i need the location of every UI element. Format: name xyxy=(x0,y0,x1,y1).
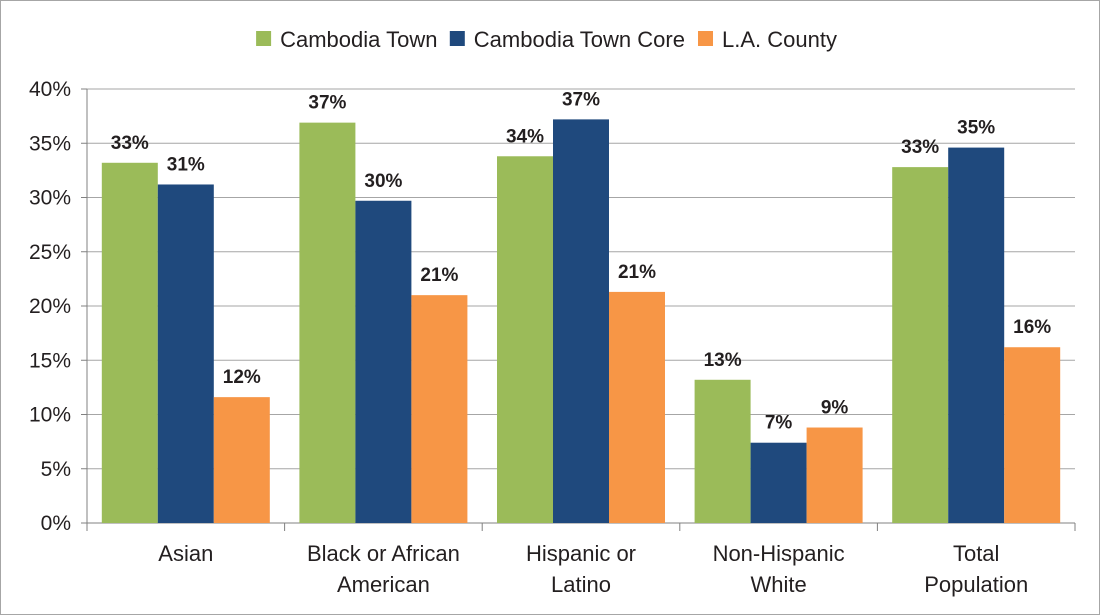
data-label: 7% xyxy=(765,413,793,434)
legend-label: Cambodia Town xyxy=(280,27,437,52)
bar xyxy=(355,200,412,523)
data-label: 34% xyxy=(506,126,544,147)
x-axis-category-label: Population xyxy=(924,572,1028,597)
y-axis-tick-label: 20% xyxy=(29,295,71,318)
bar xyxy=(694,379,751,523)
bar xyxy=(299,122,356,523)
bar xyxy=(101,162,158,523)
bar xyxy=(609,291,665,523)
data-label: 35% xyxy=(957,118,995,139)
data-label: 37% xyxy=(308,93,346,114)
x-axis-category-labels: Asian Black or African American Hispanic or… xyxy=(158,541,1028,597)
data-label: 31% xyxy=(167,154,205,175)
bar xyxy=(892,167,949,523)
legend-swatch xyxy=(256,31,272,46)
legend-label: L.A. County xyxy=(722,27,837,52)
bar xyxy=(213,397,270,523)
y-axis-tick-label: 0% xyxy=(41,512,71,535)
data-label: 33% xyxy=(901,137,939,158)
y-axis-tick-label: 15% xyxy=(29,349,71,372)
y-axis-tick-label: 25% xyxy=(29,241,71,264)
legend-swatch xyxy=(698,31,713,46)
x-axis-category-label: Hispanic or xyxy=(526,541,636,566)
x-axis-category-label: Latino xyxy=(551,572,611,597)
data-label: 30% xyxy=(364,171,402,192)
data-label: 21% xyxy=(420,265,458,286)
data-labels: 33% 31% 12% 37% 30% 21% 34% 37% 21% 13% 7% 9% 33% 35%… xyxy=(111,89,1052,433)
data-label: 33% xyxy=(111,133,149,154)
data-label: 12% xyxy=(223,367,261,388)
y-axis-tick-labels: 0% 5% 10% 15% 20% 25% 30% 35% 40% xyxy=(29,78,71,535)
x-axis-category-label: Black or African xyxy=(307,541,460,566)
data-label: 21% xyxy=(618,262,656,283)
bar xyxy=(1004,347,1061,523)
data-label: 37% xyxy=(562,89,600,110)
legend: Cambodia Town Cambodia Town Core L.A. Coun… xyxy=(256,27,837,52)
x-axis-category-label: White xyxy=(750,572,806,597)
x-axis-category-label: Total xyxy=(953,541,999,566)
legend-label: Cambodia Town Core xyxy=(474,27,685,52)
y-axis-tick-label: 30% xyxy=(29,187,71,210)
y-axis-tick-label: 5% xyxy=(41,458,71,481)
x-axis-category-label: Asian xyxy=(158,541,213,566)
bar xyxy=(497,156,553,523)
data-label: 9% xyxy=(821,398,849,419)
data-label: 13% xyxy=(704,350,742,371)
legend-swatch xyxy=(449,31,465,46)
data-label: 16% xyxy=(1013,317,1051,338)
x-axis-category-label: American xyxy=(337,572,430,597)
x-axis-category-label: Non-Hispanic xyxy=(713,541,845,566)
bar xyxy=(157,184,214,524)
bar xyxy=(750,442,807,523)
bar xyxy=(806,427,863,523)
y-axis-tick-label: 40% xyxy=(29,78,71,101)
y-axis-tick-label: 10% xyxy=(29,404,71,427)
bar xyxy=(948,147,1005,523)
bar xyxy=(553,119,609,523)
bars xyxy=(101,119,1061,524)
bar xyxy=(411,295,468,523)
y-axis-tick-label: 35% xyxy=(29,132,71,155)
